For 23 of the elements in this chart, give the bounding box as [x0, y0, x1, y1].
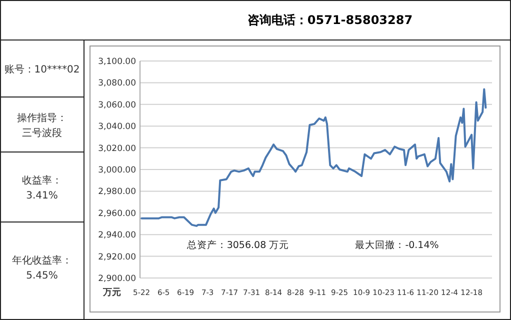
text: 三号波段 [22, 127, 62, 139]
text: 账号：10****02 [4, 64, 80, 76]
y-tick-label: 2,940.00 [98, 230, 136, 241]
y-tick-label: 3,060.00 [98, 100, 136, 110]
y-tick-label: 3,000.00 [98, 166, 136, 176]
line-series [140, 88, 487, 227]
y-tick-label: 3,040.00 [98, 122, 136, 132]
annotation: 最大回撤：-0.14% [355, 239, 439, 251]
y-tick-label: 2,980.00 [98, 187, 136, 198]
y-axis-title: 万元 [102, 287, 121, 298]
y-tick-label: 3,020.00 [98, 144, 136, 154]
text: 3.41% [26, 190, 58, 202]
y-tick-label: 2,920.00 [98, 252, 136, 262]
text: 年化收益率： [12, 254, 72, 266]
y-tick-label: 3,080.00 [98, 78, 136, 89]
y-tick-label: 3,100.00 [98, 57, 136, 67]
annotation: 总资产：3056.08 万元 [186, 239, 290, 251]
text: 操作指导： [17, 112, 67, 124]
text: 5.45% [26, 270, 58, 282]
y-tick-label: 2,900.00 [98, 274, 136, 284]
chart-title: 咨询电话：0571-85803287 [247, 13, 413, 27]
y-tick-label: 2,960.00 [98, 208, 136, 219]
text: 收益率： [22, 174, 62, 186]
